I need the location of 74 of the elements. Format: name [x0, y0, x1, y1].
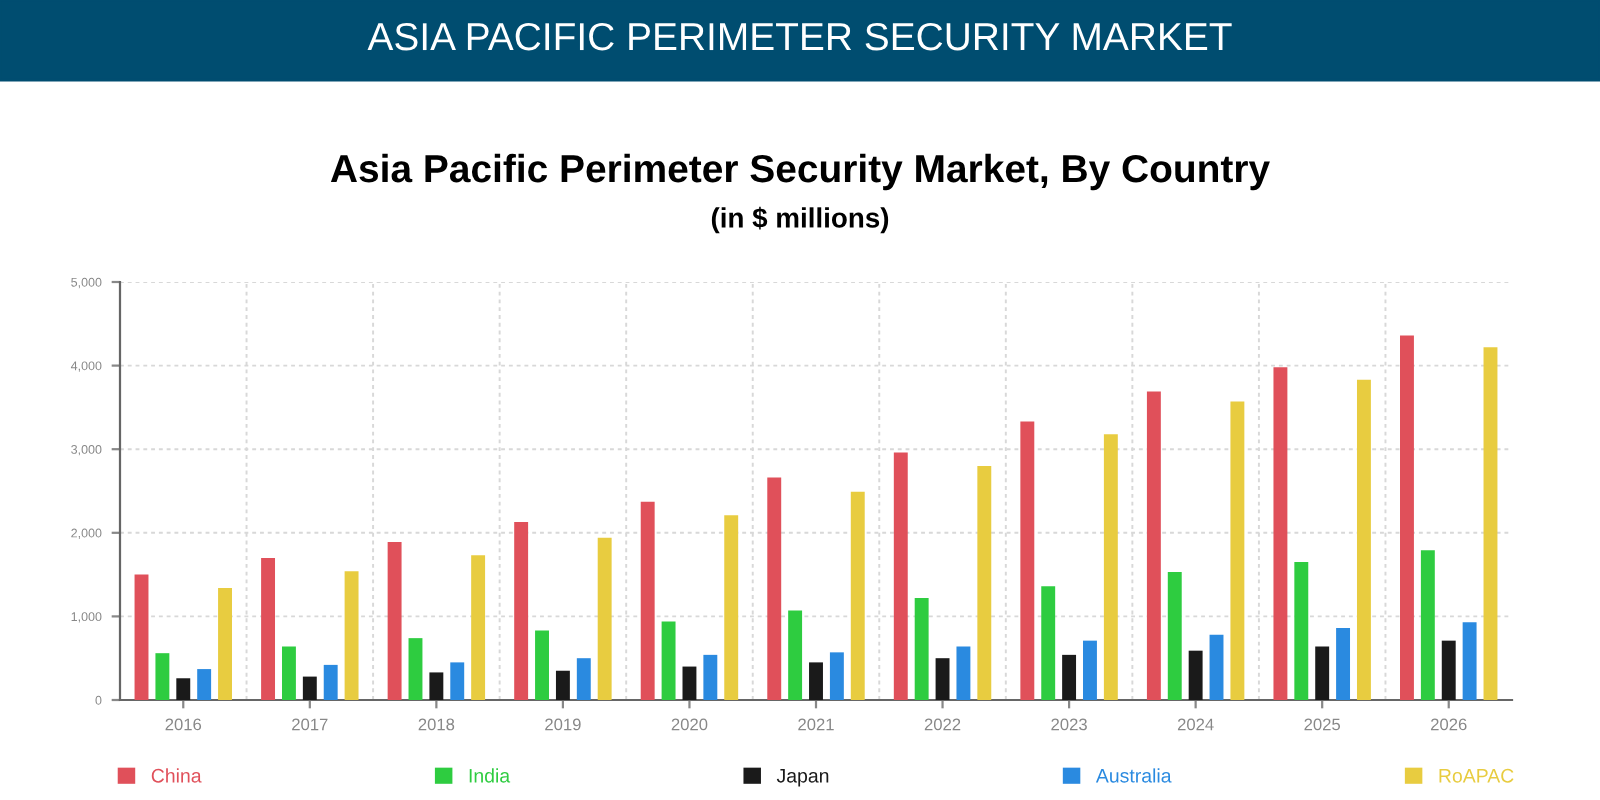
bar: [1209, 634, 1224, 700]
bar: [1294, 562, 1309, 700]
bar: [640, 501, 655, 700]
bar: [429, 672, 444, 700]
bar: [914, 598, 929, 700]
x-tick-label: 2026: [1431, 718, 1467, 731]
bar: [893, 452, 908, 700]
bar: [809, 662, 823, 700]
bar: [514, 521, 529, 700]
bar: [1273, 367, 1288, 700]
x-tick-label: 2021: [798, 718, 834, 731]
bar: [1103, 434, 1118, 700]
bar: [450, 662, 465, 700]
bar: [1146, 391, 1161, 700]
x-tick-label: 2024: [1177, 718, 1214, 731]
x-tick-label: 2020: [671, 718, 708, 731]
bar: [576, 658, 591, 700]
bar: [535, 630, 549, 700]
x-tick-label: 2022: [924, 718, 961, 731]
bar: [408, 638, 423, 700]
bar: [661, 621, 676, 700]
chart-title: Asia Pacific Perimeter Security Market, By Country: [330, 153, 1270, 191]
bar: [935, 658, 950, 700]
bar: [261, 557, 276, 700]
bar: [1462, 622, 1477, 700]
x-tick-label: 2017: [292, 718, 328, 731]
x-tick-label: 2018: [418, 718, 455, 731]
x-tick-label: 2023: [1051, 718, 1087, 731]
bar: [1083, 640, 1097, 700]
bar: [281, 646, 296, 700]
chart-subtitle: (in $ millions): [711, 206, 889, 234]
legend-label: India: [469, 768, 511, 783]
bar: [1041, 586, 1056, 700]
bar: [1441, 640, 1456, 700]
bar: [724, 515, 739, 700]
legend-label: China: [151, 768, 202, 783]
bar: [218, 587, 232, 700]
bar: [471, 555, 486, 700]
legend-label: Australia: [1095, 768, 1172, 783]
bar: [134, 574, 149, 700]
bar: [829, 652, 844, 700]
legend-label: Japan: [776, 769, 829, 787]
bar: [176, 678, 191, 700]
x-tick-label: 2019: [545, 718, 581, 731]
legend-label: RoAPAC: [1439, 768, 1514, 783]
bar: [1483, 347, 1498, 700]
bar: [1420, 550, 1435, 700]
bar: [767, 477, 782, 700]
bar: [323, 664, 338, 700]
bar: [977, 465, 992, 700]
bar: [850, 491, 865, 700]
bar: [682, 666, 697, 700]
bar: [1062, 654, 1077, 700]
bar: [387, 542, 402, 700]
bar: [1400, 335, 1414, 700]
bar: [788, 610, 803, 700]
bar: [1188, 650, 1203, 700]
bar: [1020, 421, 1035, 700]
bar: [1356, 379, 1371, 700]
bar: [1230, 401, 1245, 700]
bar: [1167, 572, 1182, 700]
x-tick-label: 2016: [165, 718, 202, 731]
bar: [1336, 628, 1351, 700]
x-tick-label: 2025: [1304, 718, 1341, 731]
bar: [597, 537, 612, 700]
bar: [197, 669, 212, 700]
bar: [1315, 646, 1330, 700]
bar: [956, 646, 971, 700]
bar: [302, 676, 317, 700]
bar: [703, 654, 718, 700]
bar: [344, 571, 359, 700]
bar: [155, 653, 170, 700]
bar: [555, 670, 570, 700]
text: ASIA PACIFIC PERIMETER SECURITY MARKET: [367, 22, 1232, 51]
